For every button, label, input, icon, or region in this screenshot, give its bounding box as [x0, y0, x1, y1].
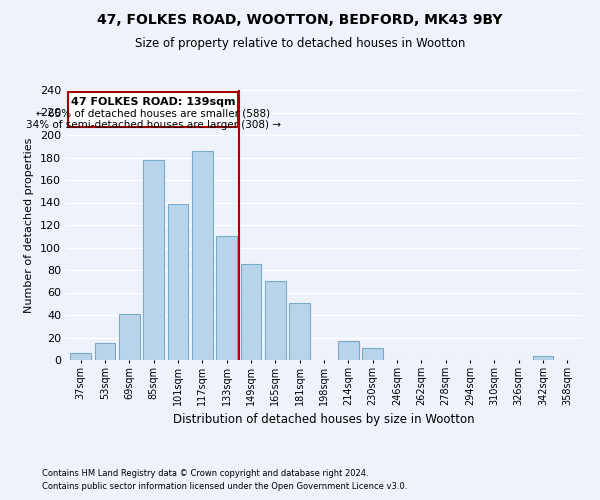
Y-axis label: Number of detached properties: Number of detached properties — [25, 138, 34, 312]
Bar — [241, 264, 262, 360]
Bar — [192, 151, 212, 360]
Bar — [167, 204, 188, 360]
Text: 47, FOLKES ROAD, WOOTTON, BEDFORD, MK43 9BY: 47, FOLKES ROAD, WOOTTON, BEDFORD, MK43 … — [97, 12, 503, 26]
Bar — [265, 281, 286, 360]
Text: Size of property relative to detached houses in Wootton: Size of property relative to detached ho… — [135, 38, 465, 51]
Bar — [216, 236, 237, 360]
Bar — [289, 302, 310, 360]
Text: 47 FOLKES ROAD: 139sqm: 47 FOLKES ROAD: 139sqm — [71, 97, 235, 107]
Text: 34% of semi-detached houses are larger (308) →: 34% of semi-detached houses are larger (… — [26, 120, 281, 130]
FancyBboxPatch shape — [68, 92, 238, 127]
Text: ← 65% of detached houses are smaller (588): ← 65% of detached houses are smaller (58… — [36, 108, 270, 118]
Bar — [362, 348, 383, 360]
Text: Contains public sector information licensed under the Open Government Licence v3: Contains public sector information licen… — [42, 482, 407, 491]
Bar — [143, 160, 164, 360]
X-axis label: Distribution of detached houses by size in Wootton: Distribution of detached houses by size … — [173, 414, 475, 426]
Bar — [533, 356, 553, 360]
Bar — [95, 343, 115, 360]
Bar — [338, 341, 359, 360]
Text: Contains HM Land Registry data © Crown copyright and database right 2024.: Contains HM Land Registry data © Crown c… — [42, 468, 368, 477]
Bar — [70, 353, 91, 360]
Bar — [119, 314, 140, 360]
